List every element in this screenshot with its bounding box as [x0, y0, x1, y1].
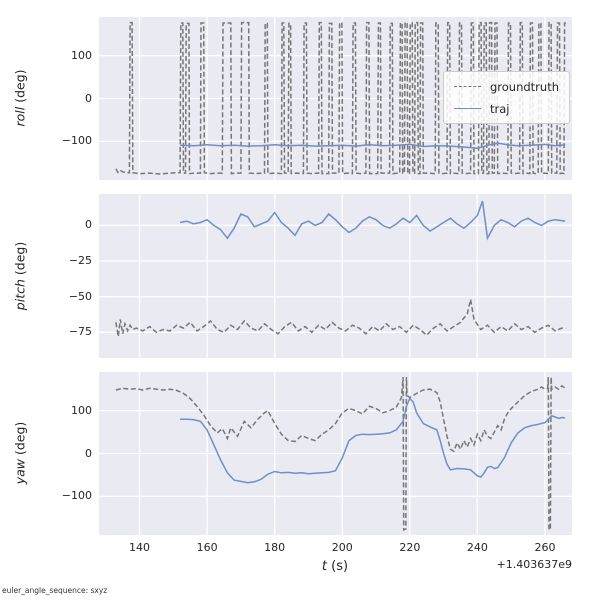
yaw-axis-label-var: yaw — [12, 459, 28, 485]
x-tick-label: 140 — [129, 541, 151, 554]
traj-line — [179, 200, 566, 241]
pitch-plot-canvas — [99, 194, 572, 358]
y-tick-label: 0 — [85, 91, 92, 105]
legend-label: groundtruth — [489, 79, 559, 94]
dashed-line-sample-icon — [453, 86, 481, 87]
x-tick-label: 160 — [196, 541, 218, 554]
legend-entry-groundtruth: groundtruth — [453, 79, 559, 94]
x-tick-label: 180 — [264, 541, 286, 554]
x-tick-label: 200 — [331, 541, 353, 554]
x-axis-label: t (s) — [322, 559, 348, 574]
roll-axis-label: roll (deg) — [13, 69, 28, 126]
legend: groundtruth traj — [442, 71, 570, 124]
roll-axis-label-unit: (deg) — [12, 69, 28, 107]
yaw-axis-label-unit: (deg) — [12, 421, 28, 460]
yaw-axis-label: yaw (deg) — [13, 422, 28, 485]
solid-line-sample-icon — [453, 108, 481, 109]
roll-axis-label-var: roll — [12, 106, 28, 127]
yaw-plot-canvas — [99, 372, 572, 535]
y-tick-label: −75 — [68, 325, 92, 339]
y-tick-label: 100 — [71, 403, 92, 417]
x-tick-label: 260 — [534, 541, 556, 554]
groundtruth-line — [115, 21, 566, 175]
pitch-subplot: 0 −25 −50 −75 — [69, 194, 572, 358]
pitch-axis-label-unit: (deg) — [12, 241, 28, 280]
pitch-axis-label-var: pitch — [12, 279, 28, 311]
x-axis-label-var: t — [321, 559, 328, 574]
axis-offset-text: +1.403637e9 — [496, 558, 572, 571]
y-tick-label: 0 — [85, 446, 92, 460]
legend-entry-traj: traj — [453, 101, 559, 116]
y-tick-label: 100 — [71, 48, 92, 62]
y-tick-label: −50 — [68, 289, 92, 303]
y-tick-label: 0 — [85, 218, 92, 232]
x-tick-label: 240 — [466, 541, 488, 554]
traj-line — [180, 142, 566, 150]
euler-sequence-note: euler_angle_sequence: sxyz — [2, 586, 108, 595]
x-axis-label-unit: (s) — [327, 559, 349, 574]
yaw-subplot: 100 0 −100 140 160 180 200 220 240 260 — [62, 372, 572, 554]
y-tick-label: −100 — [61, 134, 92, 148]
traj-line — [180, 397, 566, 484]
x-tick-label: 220 — [399, 541, 421, 554]
roll-subplot: groundtruth traj 100 0 −100 — [62, 17, 572, 180]
groundtruth-line — [115, 299, 566, 337]
legend-label: traj — [489, 101, 510, 116]
y-tick-label: −100 — [61, 489, 92, 503]
groundtruth-line — [115, 377, 566, 532]
pitch-axis-label: pitch (deg) — [13, 242, 28, 310]
y-tick-label: −25 — [68, 254, 92, 268]
